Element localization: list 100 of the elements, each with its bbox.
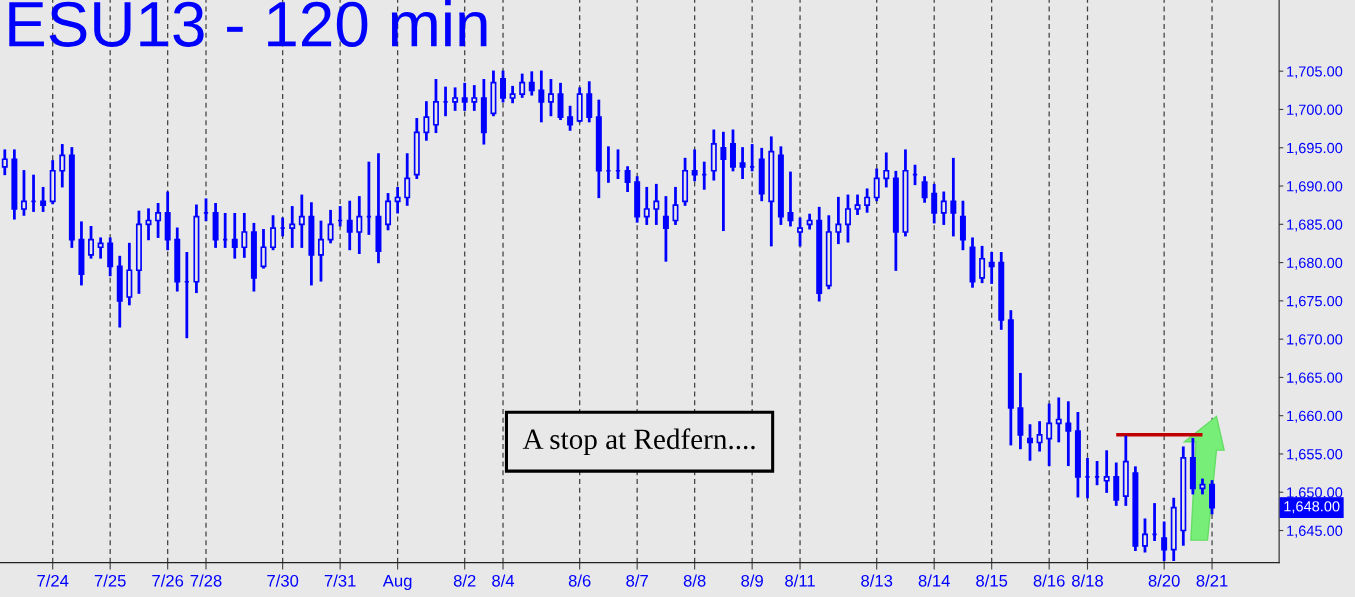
candlestick bbox=[720, 131, 727, 232]
candlestick bbox=[452, 87, 459, 111]
candlestick bbox=[471, 85, 478, 111]
candlestick bbox=[59, 144, 66, 188]
y-tick-label: 1,655.00 bbox=[1287, 449, 1343, 462]
candlestick bbox=[864, 188, 871, 213]
candlestick bbox=[327, 209, 334, 244]
candlestick bbox=[155, 203, 162, 238]
candlestick bbox=[461, 82, 468, 111]
x-tick-label: 8/2 bbox=[453, 574, 476, 587]
x-tick-label: 8/15 bbox=[976, 574, 1008, 587]
candlestick bbox=[921, 176, 928, 203]
candlestick bbox=[931, 183, 938, 224]
candlestick bbox=[883, 152, 890, 188]
candlestick bbox=[385, 193, 392, 231]
x-tick-label: 8/9 bbox=[741, 574, 763, 587]
x-tick-label: 8/6 bbox=[568, 574, 591, 587]
x-tick-label: 8/7 bbox=[626, 574, 648, 587]
candlestick bbox=[1141, 518, 1148, 553]
y-tick-label: 1,695.00 bbox=[1287, 142, 1343, 155]
x-tick-label: 8/21 bbox=[1196, 574, 1228, 587]
candlestick bbox=[844, 194, 851, 243]
annotation: A stop at Redfern.... bbox=[522, 428, 755, 456]
x-tick-label: 7/26 bbox=[152, 574, 184, 587]
candlestick bbox=[729, 129, 736, 172]
candlestick bbox=[806, 213, 813, 230]
text: 1,648.00 bbox=[1284, 501, 1340, 514]
y-tick-label: 1,690.00 bbox=[1287, 181, 1343, 194]
candlestick bbox=[432, 78, 439, 134]
candlestick bbox=[317, 220, 324, 282]
y-tick-label: 1,665.00 bbox=[1287, 372, 1343, 385]
candlestick bbox=[1046, 403, 1053, 467]
candlestick bbox=[298, 194, 305, 248]
candlestick bbox=[88, 225, 95, 259]
x-tick-label: 8/4 bbox=[492, 574, 515, 587]
candlestick bbox=[1036, 421, 1043, 452]
candlestick bbox=[289, 206, 296, 248]
candlestick bbox=[270, 215, 277, 251]
candlestick bbox=[394, 186, 401, 214]
x-tick-label: 7/25 bbox=[94, 574, 126, 587]
candlestick bbox=[959, 200, 966, 251]
candlestick bbox=[988, 252, 995, 284]
y-tick-label: 1,645.00 bbox=[1287, 525, 1343, 538]
candlestick bbox=[940, 191, 947, 225]
y-tick-label: 1,670.00 bbox=[1287, 334, 1343, 347]
x-tick-label: 7/30 bbox=[267, 574, 299, 587]
candlestick bbox=[691, 149, 698, 182]
candlestick bbox=[241, 212, 248, 258]
candlestick bbox=[950, 157, 957, 237]
x-tick-label: 8/8 bbox=[683, 574, 706, 587]
x-tick-label: 7/24 bbox=[37, 574, 69, 587]
candlestick bbox=[40, 186, 47, 212]
candlestick bbox=[1161, 521, 1168, 561]
candlestick bbox=[653, 183, 660, 225]
y-tick-label: 1,705.00 bbox=[1287, 66, 1343, 79]
candlestick bbox=[423, 101, 430, 141]
candlestick bbox=[797, 217, 804, 247]
candlestick bbox=[979, 245, 986, 284]
y-tick-label: 1,660.00 bbox=[1287, 410, 1343, 423]
candlestick bbox=[557, 82, 564, 121]
x-tick-label: 8/18 bbox=[1072, 574, 1103, 587]
x-tick-label: 7/28 bbox=[190, 574, 222, 587]
y-tick-label: 1,675.00 bbox=[1287, 295, 1343, 309]
candlestick bbox=[586, 81, 593, 123]
candlestick bbox=[145, 208, 152, 241]
y-tick-label: 1,650.00 bbox=[1287, 487, 1343, 500]
candlestick bbox=[624, 166, 631, 193]
candlestick bbox=[1065, 401, 1072, 467]
y-tick-label: 1,700.00 bbox=[1287, 104, 1343, 117]
candlestick bbox=[643, 186, 650, 225]
candlestick bbox=[356, 196, 363, 255]
candlestick bbox=[20, 170, 27, 216]
candlestick bbox=[835, 196, 842, 245]
candlestick bbox=[1209, 480, 1216, 515]
candlestick bbox=[662, 196, 669, 262]
candlestick bbox=[547, 78, 554, 117]
candlestick bbox=[567, 105, 574, 131]
candlestick bbox=[1103, 450, 1110, 493]
x-tick-label: 8/20 bbox=[1148, 574, 1180, 587]
candlestick bbox=[1, 149, 8, 176]
x-tick-label: Aug bbox=[382, 575, 412, 591]
chart-title: ESU13 - 120 min bbox=[9, 0, 487, 47]
candlestick bbox=[787, 171, 794, 227]
candlestick bbox=[528, 71, 535, 96]
candlestick bbox=[404, 153, 411, 206]
candlestick bbox=[107, 237, 114, 277]
candlestick bbox=[1055, 397, 1062, 443]
candlestick bbox=[1027, 424, 1033, 461]
x-tick-label: 8/16 bbox=[1033, 574, 1065, 587]
candlestick bbox=[97, 237, 104, 259]
y-tick-label: 1,685.00 bbox=[1287, 219, 1343, 232]
candlestick bbox=[873, 168, 880, 202]
candlestick bbox=[538, 70, 545, 123]
candlestick bbox=[519, 73, 526, 98]
candlestick bbox=[346, 200, 353, 251]
candlestick bbox=[739, 147, 746, 179]
x-tick-label: 8/11 bbox=[785, 574, 815, 587]
x-tick-label: 8/14 bbox=[918, 574, 950, 587]
candlestick bbox=[500, 70, 507, 103]
candlestick bbox=[1113, 462, 1120, 506]
